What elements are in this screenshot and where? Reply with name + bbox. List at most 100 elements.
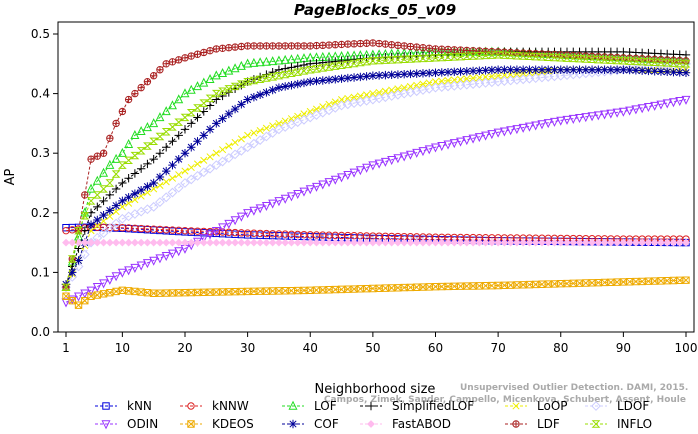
data-point xyxy=(362,163,372,173)
data-point xyxy=(124,95,133,104)
legend-label: LOF xyxy=(314,399,337,413)
data-point xyxy=(293,190,303,200)
data-point xyxy=(212,149,220,157)
data-point xyxy=(368,238,377,247)
data-point xyxy=(612,65,622,74)
x-tick-label: 40 xyxy=(303,341,318,355)
data-point xyxy=(331,98,339,106)
legend-label: SimplifiedLOF xyxy=(392,399,474,413)
data-point xyxy=(405,150,415,160)
data-point xyxy=(168,123,177,131)
data-point xyxy=(112,287,120,296)
data-point xyxy=(130,151,140,160)
data-point xyxy=(231,138,239,147)
data-point xyxy=(324,57,334,67)
data-point xyxy=(587,65,597,74)
data-point xyxy=(293,68,303,76)
data-point xyxy=(337,40,346,49)
data-point xyxy=(399,70,409,79)
data-point xyxy=(243,58,253,68)
data-point xyxy=(512,65,522,74)
legend-label: kNN xyxy=(127,399,152,413)
data-point xyxy=(244,131,252,139)
data-point xyxy=(106,212,114,220)
data-point xyxy=(105,159,115,169)
data-point xyxy=(155,112,165,122)
data-point xyxy=(230,63,240,73)
data-point xyxy=(312,286,321,294)
data-point xyxy=(306,77,315,86)
data-point xyxy=(362,72,371,81)
data-point xyxy=(456,238,465,247)
legend-item-kdeos: KDEOS xyxy=(180,417,254,431)
data-point xyxy=(231,238,239,247)
data-point xyxy=(162,238,171,247)
data-point xyxy=(562,115,572,125)
data-point xyxy=(136,147,146,155)
data-point xyxy=(375,238,384,247)
data-point xyxy=(162,289,170,297)
data-point xyxy=(356,238,365,247)
data-point xyxy=(331,75,340,84)
data-point xyxy=(250,129,258,137)
data-point xyxy=(86,286,96,296)
data-point xyxy=(118,196,127,206)
data-point xyxy=(344,94,352,102)
data-point xyxy=(299,187,309,197)
data-point xyxy=(243,42,252,50)
data-point xyxy=(99,210,108,220)
data-point xyxy=(406,55,415,63)
data-point xyxy=(175,56,183,64)
data-point xyxy=(556,116,566,126)
data-point xyxy=(399,152,409,162)
data-point xyxy=(424,54,434,62)
data-point xyxy=(380,157,390,167)
data-point xyxy=(343,73,353,83)
data-point xyxy=(449,53,459,61)
data-point xyxy=(493,128,503,138)
data-point xyxy=(513,238,521,247)
data-point xyxy=(224,219,234,229)
legend-marker xyxy=(187,402,195,410)
legend-marker xyxy=(591,420,601,428)
y-tick-label: 0.0 xyxy=(31,325,50,339)
data-point xyxy=(111,201,121,210)
data-point xyxy=(663,238,672,247)
data-point xyxy=(450,46,458,54)
data-point xyxy=(431,45,440,53)
data-point xyxy=(331,57,340,66)
data-point xyxy=(300,238,308,247)
legend: kNN kNNW LOF SimplifiedLOF LoOP LDOF ODIN KDEOS… xyxy=(95,399,652,431)
data-point xyxy=(319,41,327,49)
data-point xyxy=(650,58,660,67)
data-point xyxy=(650,101,660,111)
series-line xyxy=(65,63,687,288)
data-point xyxy=(669,238,678,247)
legend-label: LoOP xyxy=(537,399,568,413)
data-point xyxy=(187,288,195,297)
data-point xyxy=(148,201,159,212)
data-point xyxy=(444,45,452,54)
data-point xyxy=(98,228,109,238)
data-point xyxy=(399,55,409,64)
data-point xyxy=(117,161,127,169)
data-point xyxy=(86,237,96,248)
data-point xyxy=(136,185,146,195)
data-point xyxy=(236,80,246,88)
data-point xyxy=(206,47,214,55)
data-point xyxy=(412,238,421,247)
data-point xyxy=(268,199,278,209)
data-point xyxy=(306,238,315,247)
data-point xyxy=(387,156,397,166)
data-point xyxy=(475,73,483,82)
data-point xyxy=(293,79,302,89)
data-point xyxy=(168,137,177,146)
data-point xyxy=(469,74,477,82)
data-point xyxy=(419,238,427,247)
data-point xyxy=(406,283,415,292)
data-point xyxy=(438,45,446,53)
data-point xyxy=(312,105,321,113)
data-point xyxy=(198,167,209,178)
data-point xyxy=(205,73,215,83)
data-point xyxy=(556,65,565,74)
